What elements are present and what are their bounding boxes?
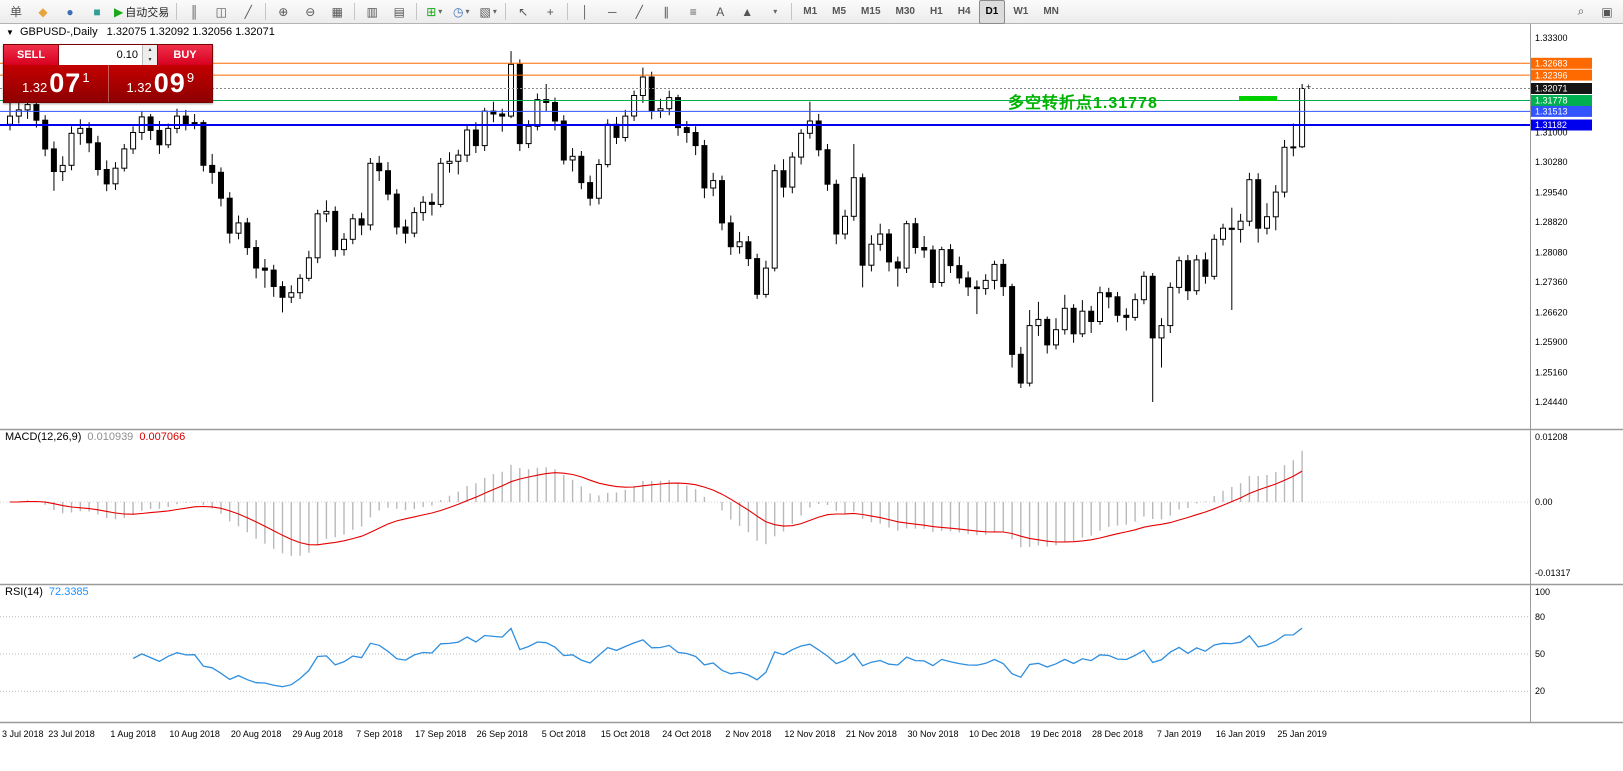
indicators-button[interactable]: ⊞ ▾ xyxy=(421,2,447,22)
vertical-line-icon[interactable]: │ xyxy=(581,4,589,19)
toolbar: 单 ◆ ● ■ ▶ 自动交易 ║ ◫ ╱ ⊕ ⊖ ▦ ▥ ▤ ⊞ ▾ ◷ ▾ ▧… xyxy=(0,0,1623,24)
autotrading-play-icon: ▶ xyxy=(114,4,124,19)
toolbar-separator xyxy=(176,3,178,20)
bar-chart-icon[interactable]: ║ xyxy=(189,4,199,19)
macd-main-value: 0.010939 xyxy=(87,431,134,443)
quote-header: ▼ GBPUSD-,Daily 1.32075 1.32092 1.32056 … xyxy=(6,26,275,38)
pivot-annotation-text: 多空转折点1.31778 xyxy=(1008,95,1158,112)
chevron-down-icon: ▾ xyxy=(773,7,778,16)
price-scale[interactable] xyxy=(1531,24,1623,722)
main-chart-panel[interactable] xyxy=(0,24,1530,429)
sell-price-prefix: 1.32 xyxy=(21,80,48,95)
macd-title: MACD(12,26,9) xyxy=(5,431,82,443)
pivot-annotation-dash xyxy=(1239,96,1277,101)
timeframe-m15-button[interactable]: M15 xyxy=(861,6,881,17)
timeframe-m30-button[interactable]: M30 xyxy=(895,6,915,17)
time-axis[interactable] xyxy=(0,723,1530,747)
favorites-icon[interactable]: ◆ xyxy=(38,4,48,19)
autotrading-label: 自动交易 xyxy=(125,6,170,19)
timeframe-mn-button[interactable]: MN xyxy=(1043,6,1059,17)
buy-price-sup: 9 xyxy=(186,70,195,85)
zoom-out-icon[interactable]: ⊖ xyxy=(305,4,316,19)
trendline-icon[interactable]: ╱ xyxy=(635,4,643,19)
autotrading-button[interactable]: ▶ 自动交易 xyxy=(111,2,172,22)
buy-button[interactable]: BUY xyxy=(157,45,212,65)
volume-down-button[interactable]: ▾ xyxy=(143,55,157,65)
symbol-period-label: GBPUSD-,Daily xyxy=(19,26,98,38)
search-icon[interactable]: ⌕ xyxy=(1577,4,1585,18)
buy-price[interactable]: 1.32 09 9 xyxy=(109,65,213,102)
volume-up-button[interactable]: ▴ xyxy=(143,45,157,55)
buy-price-prefix: 1.32 xyxy=(126,80,152,95)
zoom-in-icon[interactable]: ⊕ xyxy=(278,4,289,19)
pin-panel-icon[interactable]: ▣ xyxy=(1601,4,1613,19)
periods-button[interactable]: ◷ ▾ xyxy=(448,2,474,22)
toolbar-separator xyxy=(567,3,569,20)
toolbar-separator xyxy=(416,3,418,20)
horizontal-line-icon[interactable]: ─ xyxy=(607,4,617,19)
volume-input[interactable] xyxy=(59,45,142,65)
crosshair-icon[interactable]: + xyxy=(546,4,554,19)
volume-control: ▴ ▾ xyxy=(59,45,157,65)
new-order-button[interactable]: 单 xyxy=(9,5,22,19)
navigator-icon[interactable]: ■ xyxy=(93,4,101,19)
more-tools-button[interactable]: ▾ xyxy=(761,2,787,22)
timeframe-m5-button[interactable]: M5 xyxy=(832,6,847,17)
toolbar-separator xyxy=(791,3,793,20)
rsi-label: RSI(14) 72.3385 xyxy=(5,586,89,598)
toolbar-separator xyxy=(354,3,356,20)
templates-icon: ▧ xyxy=(479,4,491,19)
indicators-icon: ⊞ xyxy=(426,4,437,19)
chevron-down-icon: ▾ xyxy=(465,7,470,16)
toolbar-separator xyxy=(265,3,267,20)
tile-windows-icon[interactable]: ▦ xyxy=(331,4,343,19)
auto-scroll-icon[interactable]: ▥ xyxy=(366,4,378,19)
rsi-title: RSI(14) xyxy=(5,586,43,598)
sell-price[interactable]: 1.32 07 1 xyxy=(4,65,109,102)
sell-price-big: 07 xyxy=(49,68,82,98)
sell-button[interactable]: SELL xyxy=(4,45,59,65)
cursor-icon[interactable]: ↖ xyxy=(518,4,529,19)
line-chart-icon[interactable]: ╱ xyxy=(244,4,252,19)
periods-clock-icon: ◷ xyxy=(452,4,464,19)
timeframe-h4-button[interactable]: H4 xyxy=(957,6,971,17)
buy-price-big: 09 xyxy=(153,68,186,98)
chevron-down-icon: ▾ xyxy=(492,7,497,16)
macd-signal-value: 0.007066 xyxy=(139,431,186,443)
symbol-menu-icon[interactable]: ▼ xyxy=(6,28,14,37)
text-label-icon[interactable]: A xyxy=(716,4,725,19)
timeframe-m1-button[interactable]: M1 xyxy=(803,6,818,17)
fibonacci-icon[interactable]: ≡ xyxy=(689,4,697,19)
timeframe-h1-button[interactable]: H1 xyxy=(929,6,943,17)
channel-icon[interactable]: ∥ xyxy=(663,4,670,19)
templates-button[interactable]: ▧ ▾ xyxy=(475,2,501,22)
macd-panel[interactable] xyxy=(0,430,1530,584)
candlestick-chart-icon[interactable]: ◫ xyxy=(215,4,227,19)
timeframe-d1-button[interactable]: D1 xyxy=(978,0,1006,24)
profile-icon[interactable]: ● xyxy=(66,4,74,19)
sell-price-sup: 1 xyxy=(82,70,90,85)
timeframe-w1-button[interactable]: W1 xyxy=(1013,6,1029,17)
toolbar-separator xyxy=(505,3,507,20)
macd-label: MACD(12,26,9) 0.010939 0.007066 xyxy=(5,431,185,443)
rsi-panel[interactable] xyxy=(0,585,1530,722)
rsi-value: 72.3385 xyxy=(48,586,89,598)
arrows-icon[interactable]: ▲ xyxy=(741,4,754,19)
ohlc-readout: 1.32075 1.32092 1.32056 1.32071 xyxy=(106,26,275,38)
chart-shift-icon[interactable]: ▤ xyxy=(393,4,405,19)
chevron-down-icon: ▾ xyxy=(438,7,443,16)
